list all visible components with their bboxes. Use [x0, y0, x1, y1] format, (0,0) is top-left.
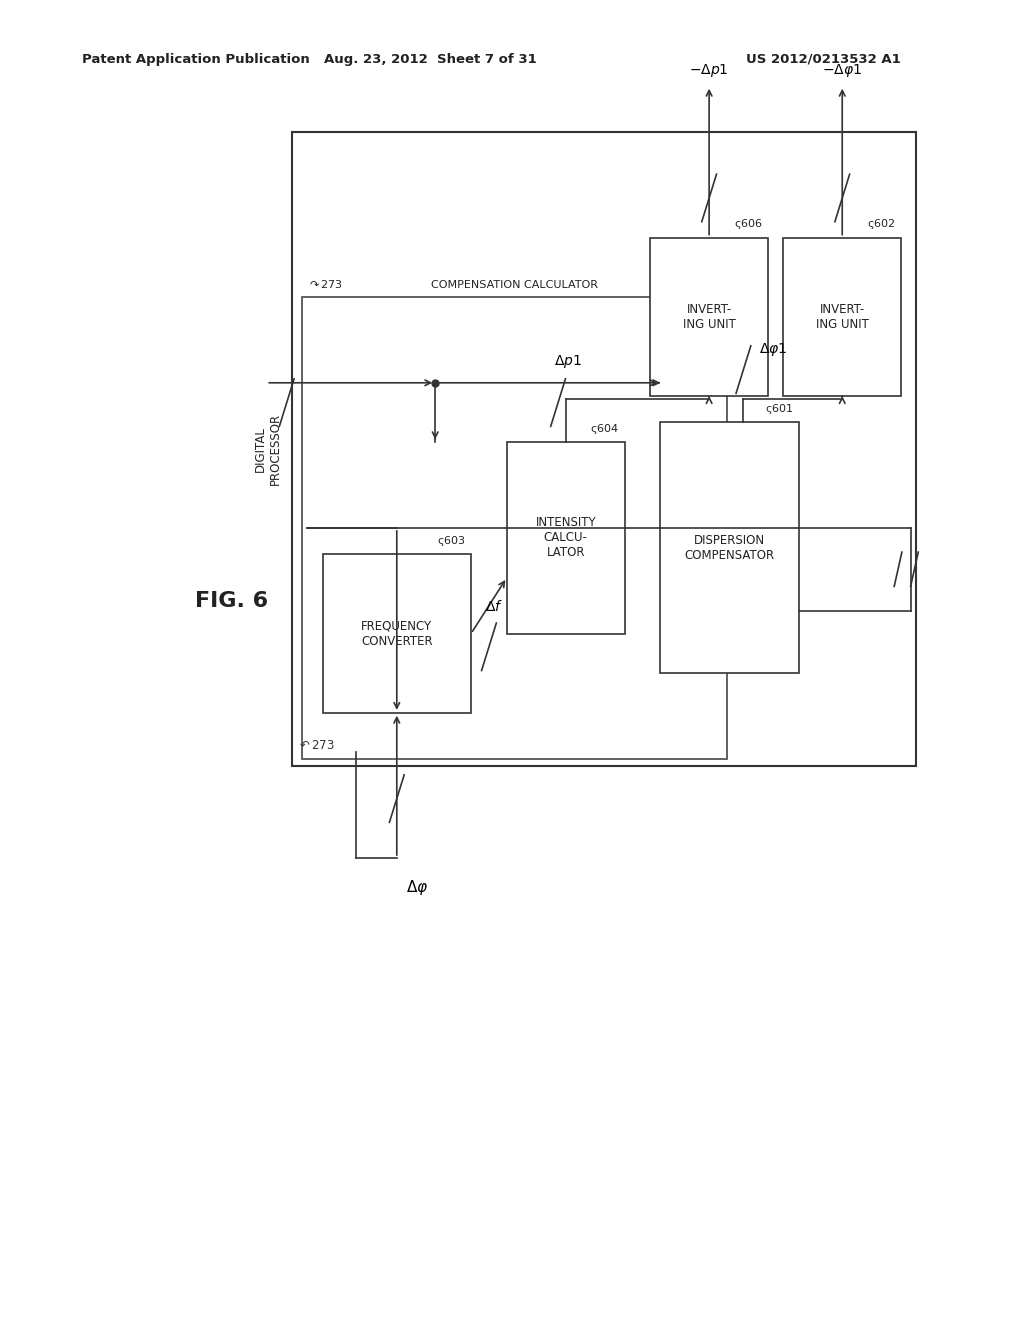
- Text: $\Delta p1$: $\Delta p1$: [554, 352, 583, 370]
- FancyBboxPatch shape: [660, 422, 799, 673]
- FancyBboxPatch shape: [292, 132, 916, 766]
- FancyBboxPatch shape: [650, 238, 768, 396]
- FancyBboxPatch shape: [323, 554, 471, 713]
- Text: $\Delta\varphi 1$: $\Delta\varphi 1$: [759, 342, 787, 358]
- Text: DIGITAL
PROCESSOR: DIGITAL PROCESSOR: [254, 413, 282, 484]
- FancyBboxPatch shape: [783, 238, 901, 396]
- Text: $-\Delta\varphi 1$: $-\Delta\varphi 1$: [822, 62, 862, 79]
- Text: $\curvearrowright$273: $\curvearrowright$273: [307, 279, 343, 290]
- Text: $\mathsf{\varsigma}$603: $\mathsf{\varsigma}$603: [437, 533, 466, 548]
- Text: Aug. 23, 2012  Sheet 7 of 31: Aug. 23, 2012 Sheet 7 of 31: [324, 53, 537, 66]
- Text: INVERT-
ING UNIT: INVERT- ING UNIT: [683, 302, 735, 331]
- Text: $\mathsf{\varsigma}$602: $\mathsf{\varsigma}$602: [867, 216, 896, 231]
- FancyBboxPatch shape: [507, 442, 625, 634]
- Text: $\mathsf{\varsigma}$601: $\mathsf{\varsigma}$601: [765, 401, 794, 416]
- Text: US 2012/0213532 A1: US 2012/0213532 A1: [746, 53, 901, 66]
- FancyBboxPatch shape: [302, 297, 727, 759]
- Text: INVERT-
ING UNIT: INVERT- ING UNIT: [816, 302, 868, 331]
- Text: DISPERSION
COMPENSATOR: DISPERSION COMPENSATOR: [684, 533, 775, 562]
- Text: $\mathsf{\varsigma}$606: $\mathsf{\varsigma}$606: [734, 216, 763, 231]
- Text: FIG. 6: FIG. 6: [195, 590, 267, 611]
- Text: $\curvearrowleft$273: $\curvearrowleft$273: [297, 739, 335, 752]
- Text: $\mathsf{\varsigma}$604: $\mathsf{\varsigma}$604: [591, 421, 620, 436]
- Text: COMPENSATION CALCULATOR: COMPENSATION CALCULATOR: [431, 280, 598, 290]
- Text: FREQUENCY
CONVERTER: FREQUENCY CONVERTER: [361, 619, 432, 648]
- Text: $\Delta\varphi$: $\Delta\varphi$: [407, 878, 428, 896]
- Text: $\Delta f$: $\Delta f$: [485, 599, 503, 614]
- Text: INTENSITY
CALCU-
LATOR: INTENSITY CALCU- LATOR: [536, 516, 596, 560]
- Text: $-\Delta p1$: $-\Delta p1$: [689, 62, 729, 79]
- Text: Patent Application Publication: Patent Application Publication: [82, 53, 309, 66]
